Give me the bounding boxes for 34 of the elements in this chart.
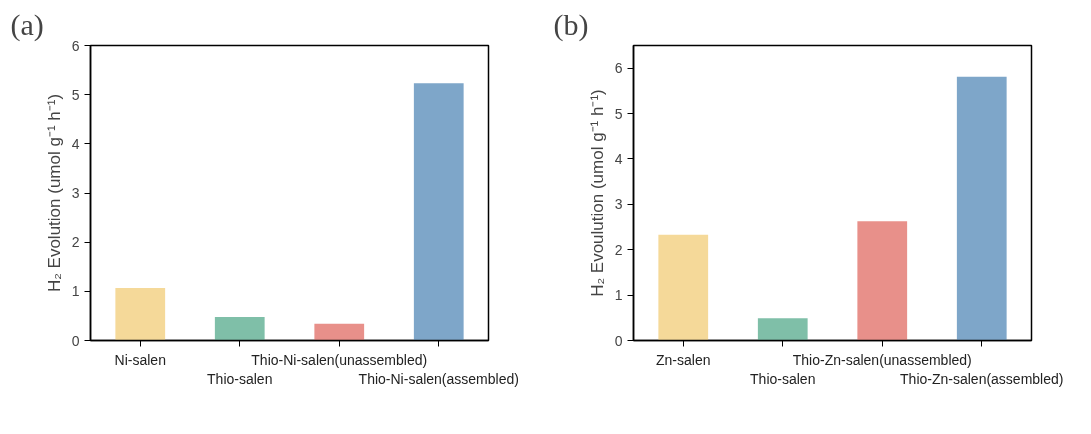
bar xyxy=(115,287,166,341)
y-tick-label: 3 xyxy=(614,196,623,213)
y-tick-label: 6 xyxy=(614,60,623,77)
bar xyxy=(757,318,808,341)
chart-title: (b) xyxy=(553,7,589,42)
x-tick-label: Zn-salen xyxy=(656,351,711,368)
x-tick-label: Thio-Zn-salen(assembled) xyxy=(900,370,1064,387)
y-tick-label: 0 xyxy=(71,332,80,349)
chart-title: (a) xyxy=(10,7,44,42)
bar xyxy=(413,83,464,341)
y-tick-label: 5 xyxy=(71,86,80,103)
y-tick-label: 4 xyxy=(71,135,80,152)
y-tick-label: 2 xyxy=(71,234,80,251)
bar xyxy=(956,76,1007,341)
y-tick-label: 4 xyxy=(614,150,623,167)
x-tick-label: Thio-Zn-salen(unassembled) xyxy=(792,351,972,368)
y-tick-label: 3 xyxy=(71,185,80,201)
x-tick-label: Thio-Ni-salen(unassembled) xyxy=(251,351,428,368)
y-tick-label: 1 xyxy=(614,287,623,304)
y-tick-label: 2 xyxy=(614,241,623,258)
y-tick-label: 0 xyxy=(614,332,623,349)
bar xyxy=(857,221,908,341)
x-tick-label: Thio-salen xyxy=(750,370,816,387)
y-axis-title: H₂ Evolution (umol g⁻¹ h⁻¹) xyxy=(44,93,64,293)
bar xyxy=(214,316,265,341)
x-tick-label: Thio-Ni-salen(assembled) xyxy=(358,370,519,387)
y-axis-title: H₂ Evoulution (umol g⁻¹ h⁻¹) xyxy=(587,89,607,297)
bar xyxy=(314,323,365,341)
bar xyxy=(658,234,709,341)
y-tick-label: 1 xyxy=(71,283,80,300)
y-tick-label: 6 xyxy=(71,37,80,54)
x-tick-label: Ni-salen xyxy=(114,351,166,368)
y-tick-label: 5 xyxy=(614,105,623,122)
x-tick-label: Thio-salen xyxy=(207,370,273,387)
